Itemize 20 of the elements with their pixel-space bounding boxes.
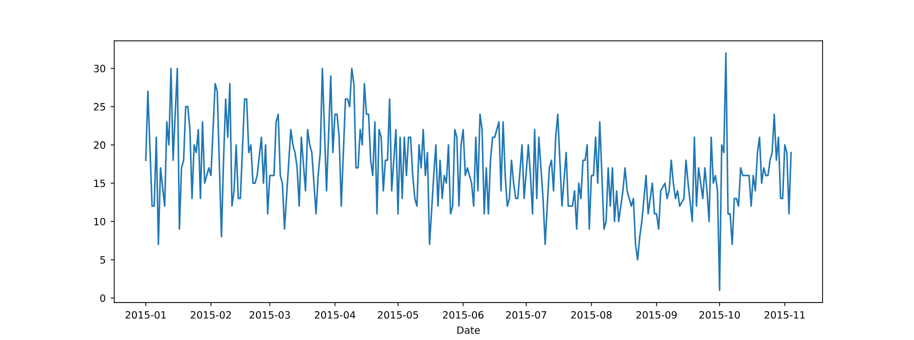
x-axis-title: Date	[457, 326, 480, 334]
x-tick-label: 2015-06	[443, 311, 484, 319]
x-tick-label: 2015-03	[250, 311, 290, 319]
y-tick-label: 30	[94, 64, 106, 72]
y-tick-label: 0	[100, 294, 106, 302]
x-tick-label: 2015-08	[571, 311, 612, 319]
x-tick-label: 2015-05	[378, 311, 418, 319]
line-series	[145, 52, 792, 292]
y-tick-label: 5	[100, 256, 106, 264]
x-tick-label: 2015-02	[190, 311, 231, 319]
x-tick-label: 2015-11	[764, 311, 805, 319]
x-tick-label: 2015-04	[314, 311, 356, 319]
x-tick-label: 2015-10	[699, 311, 740, 319]
x-tick-label: 2015-07	[506, 311, 546, 319]
y-tick-label: 20	[94, 141, 106, 149]
x-tick-label: 2015-09	[636, 311, 677, 319]
y-tick-label: 15	[94, 180, 106, 188]
x-tick-label: 2015-01	[126, 311, 166, 319]
y-tick-label: 25	[94, 103, 106, 111]
y-tick-label: 10	[94, 218, 106, 226]
